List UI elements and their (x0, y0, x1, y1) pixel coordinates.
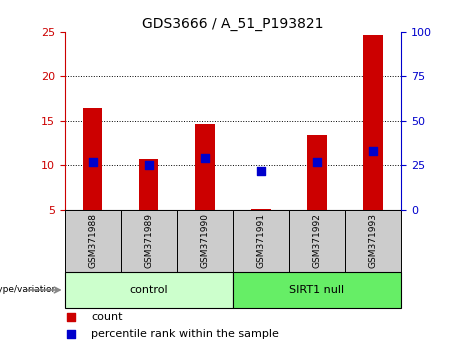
Text: GSM371989: GSM371989 (144, 213, 153, 268)
Point (68, 332, 75, 337)
Bar (233, 210, 289, 272)
Text: GSM371990: GSM371990 (200, 213, 209, 268)
Bar (177, 210, 233, 272)
Text: GSM371992: GSM371992 (313, 213, 321, 268)
Bar (345, 210, 401, 272)
Bar (139, 159, 159, 210)
Bar (121, 210, 177, 272)
Bar (363, 35, 383, 210)
Bar (65, 272, 233, 308)
Text: GSM371993: GSM371993 (368, 213, 378, 268)
Bar (251, 209, 271, 210)
Bar (307, 135, 327, 210)
Title: GDS3666 / A_51_P193821: GDS3666 / A_51_P193821 (142, 17, 324, 31)
Text: count: count (91, 312, 123, 322)
Point (68, 314, 75, 320)
Bar (289, 210, 345, 272)
Text: percentile rank within the sample: percentile rank within the sample (91, 330, 279, 339)
Point (257, 168, 265, 173)
Bar (83, 108, 102, 210)
Bar (195, 124, 214, 210)
Bar (233, 272, 401, 308)
Point (369, 148, 377, 154)
Text: genotype/variation: genotype/variation (0, 285, 58, 295)
Point (201, 155, 208, 161)
Text: GSM371988: GSM371988 (88, 213, 97, 268)
Text: control: control (130, 285, 168, 295)
Point (89, 159, 96, 165)
Text: SIRT1 null: SIRT1 null (290, 285, 344, 295)
Bar (65, 210, 121, 272)
Point (145, 162, 152, 168)
Text: GSM371991: GSM371991 (256, 213, 266, 268)
Point (313, 159, 321, 165)
